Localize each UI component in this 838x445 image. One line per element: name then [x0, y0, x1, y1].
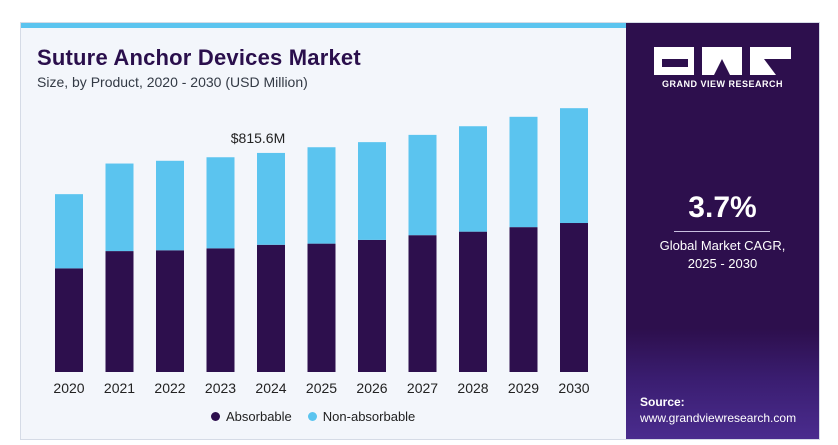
- bar-absorbable-2020: [55, 268, 83, 372]
- bar-absorbable-2026: [358, 239, 386, 372]
- brand-name: GRAND VIEW RESEARCH: [661, 79, 783, 89]
- x-tick-label-2022: 2022: [154, 380, 185, 396]
- accent-bar: [21, 23, 626, 28]
- bar-non-absorbable-2028: [459, 126, 487, 232]
- bar-non-absorbable-2030: [560, 108, 588, 224]
- legend-swatch-absorbable: [211, 411, 220, 421]
- bar-absorbable-2030: [560, 223, 588, 372]
- x-tick-label-2024: 2024: [255, 380, 286, 396]
- bar-absorbable-2029: [509, 227, 538, 372]
- bar-absorbable-2024: [257, 244, 285, 372]
- x-tick-label-2029: 2029: [508, 380, 539, 396]
- annotation-label: $815.6M: [231, 130, 285, 146]
- legend-label-non-absorbable: Non-absorbable: [322, 408, 416, 424]
- bar-absorbable-2022: [156, 250, 184, 372]
- bar-chart: 2020 2021 2022 2023 2024 $815.6M 2025 2026 2027 2…: [53, 108, 590, 396]
- chart-card: Suture Anchor Devices Market Size, by Pr…: [20, 22, 820, 440]
- panel-wave-decoration: [626, 329, 819, 439]
- x-tick-label-2027: 2027: [407, 380, 438, 396]
- bar-absorbable-2025: [307, 243, 336, 372]
- chart-legend: Absorbable Non-absorbable: [211, 406, 431, 426]
- bar-non-absorbable-2029: [509, 116, 538, 228]
- source-url[interactable]: www.grandviewresearch.com: [640, 411, 797, 425]
- gvr-logo-icon: [654, 47, 791, 75]
- legend-swatch-non-absorbable: [307, 411, 317, 421]
- bar-absorbable-2021: [105, 251, 134, 372]
- bar-non-absorbable-2025: [307, 147, 336, 244]
- cagr-label: Global Market CAGR, 2025 - 2030: [626, 237, 819, 273]
- x-tick-label-2021: 2021: [104, 380, 135, 396]
- cagr-label-line2: 2025 - 2030: [687, 256, 758, 271]
- bar-absorbable-2028: [459, 231, 487, 372]
- bar-non-absorbable-2027: [408, 134, 437, 236]
- bar-non-absorbable-2022: [156, 160, 184, 251]
- side-panel: GRAND VIEW RESEARCH 3.7% Global Market C…: [626, 23, 819, 439]
- cagr-label-line1: Global Market CAGR,: [659, 238, 786, 253]
- x-tick-label-2020: 2020: [53, 380, 84, 396]
- legend-item-non-absorbable: Non-absorbable: [307, 408, 416, 424]
- cagr-divider: [674, 231, 770, 232]
- chart-subtitle: Size, by Product, 2020 - 2030 (USD Milli…: [37, 74, 308, 90]
- x-tick-label-2030: 2030: [558, 380, 589, 396]
- bar-non-absorbable-2023: [206, 157, 235, 249]
- x-tick-label-2023: 2023: [205, 380, 236, 396]
- cagr-value: 3.7%: [688, 191, 757, 224]
- source-label: Source:: [640, 395, 685, 409]
- chart-title: Suture Anchor Devices Market: [37, 45, 361, 70]
- legend-item-absorbable: Absorbable: [211, 409, 292, 424]
- bar-absorbable-2023: [206, 248, 235, 372]
- x-tick-label-2026: 2026: [356, 380, 387, 396]
- bar-non-absorbable-2024: [257, 152, 285, 245]
- x-tick-label-2025: 2025: [306, 380, 337, 396]
- bar-non-absorbable-2021: [105, 163, 134, 252]
- legend-label-absorbable: Absorbable: [226, 408, 292, 424]
- bar-absorbable-2027: [408, 235, 437, 372]
- x-tick-label-2028: 2028: [457, 380, 488, 396]
- bar-non-absorbable-2020: [55, 194, 83, 269]
- bar-non-absorbable-2026: [358, 142, 386, 240]
